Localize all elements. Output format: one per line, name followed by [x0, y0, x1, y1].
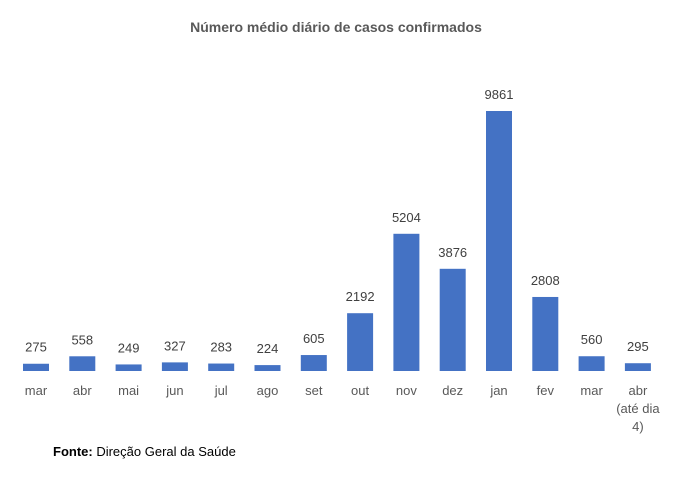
data-label: 327	[164, 338, 186, 353]
bar-8	[393, 233, 420, 371]
data-label: 605	[303, 331, 325, 346]
bar-12	[578, 356, 605, 371]
x-tick-label: dez	[442, 383, 463, 398]
data-label: 558	[71, 332, 93, 347]
x-tick-label: mar	[580, 383, 603, 398]
x-tick-label: fev	[537, 383, 555, 398]
x-tick-label: jun	[165, 383, 183, 398]
x-tick-label: ago	[257, 383, 279, 398]
bar-3	[161, 362, 188, 371]
x-tick-label: jul	[214, 383, 228, 398]
x-tick-label: set	[305, 383, 323, 398]
bar-2	[115, 364, 142, 371]
bar-0	[23, 363, 49, 371]
data-label: 295	[627, 339, 649, 354]
bar-13	[624, 363, 651, 371]
data-label: 249	[118, 340, 140, 355]
bar-11	[532, 296, 559, 371]
data-label: 560	[581, 332, 603, 347]
bar-1	[69, 356, 96, 371]
x-tick-label: mar	[25, 383, 48, 398]
bar-5	[254, 365, 281, 371]
data-label: 5204	[392, 210, 421, 225]
chart-title: Número médio diário de casos confirmados	[190, 19, 482, 35]
x-tick-label: abr (até dia 4)	[616, 383, 660, 434]
bar-9	[439, 268, 466, 371]
data-label: 275	[25, 340, 47, 355]
source-label: Fonte:	[53, 444, 93, 459]
bar-10	[486, 111, 512, 371]
bar-4	[208, 363, 235, 371]
data-label: 2192	[346, 289, 375, 304]
source-note: Fonte: Direção Geral da Saúde	[53, 444, 236, 459]
x-tick-label: nov	[396, 383, 417, 398]
data-label: 3876	[438, 245, 467, 260]
x-tick-label: abr	[73, 383, 92, 398]
data-label: 2808	[531, 273, 560, 288]
bars: 275 mar 558 abr 249 mai 327 jun 283 jul 224 ago 605 s…	[23, 87, 660, 434]
x-tick-label: jan	[489, 383, 507, 398]
data-label: 283	[210, 340, 232, 355]
data-label: 9861	[485, 87, 514, 102]
bar-7	[347, 313, 374, 371]
source-text: Direção Geral da Saúde	[92, 444, 236, 459]
x-tick-label: out	[351, 383, 369, 398]
data-label: 224	[257, 341, 279, 356]
x-tick-label: mai	[118, 383, 139, 398]
bar-6	[300, 355, 327, 371]
bar-chart: Número médio diário de casos confirmados…	[23, 19, 660, 434]
